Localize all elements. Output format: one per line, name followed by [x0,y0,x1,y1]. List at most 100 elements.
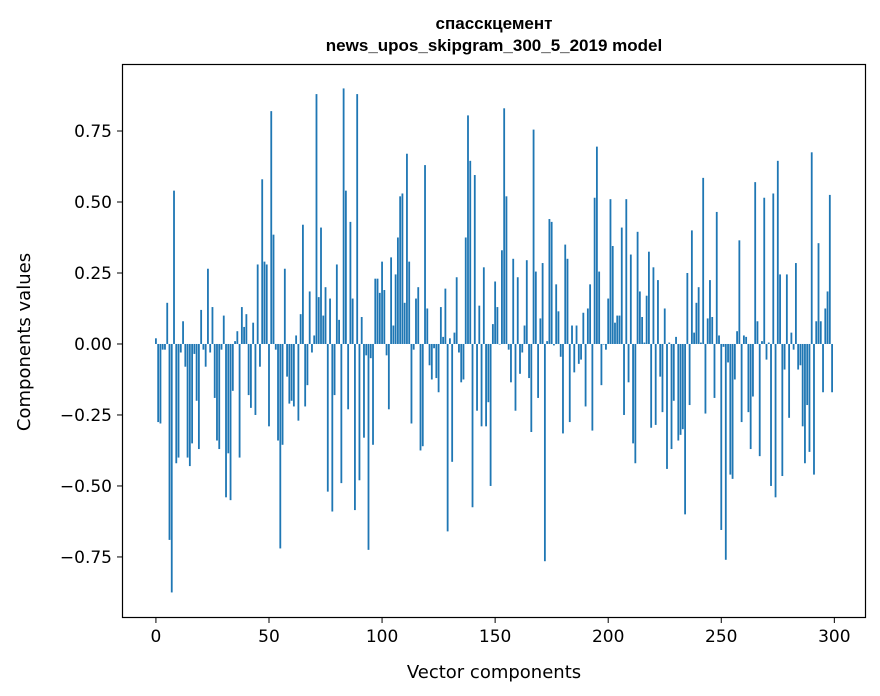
bar [573,343,576,373]
bar [220,343,223,350]
bar [584,343,587,407]
bar [589,284,592,344]
bar [188,343,191,467]
bar [792,343,795,350]
bar [369,343,372,359]
y-tick-label: −0.50 [60,477,112,497]
bar [295,335,298,344]
bar [455,277,458,344]
bar [555,284,558,344]
bar [261,179,264,344]
bar [311,343,313,353]
bar [406,153,408,344]
bar [204,343,207,367]
bar [645,295,648,344]
bar [281,343,284,445]
bar [476,343,478,411]
plot-frame [121,63,867,619]
bar [243,326,246,344]
bar [659,343,662,377]
bar [654,343,657,425]
bar [372,343,374,445]
bar [799,343,802,366]
bar [306,343,309,386]
bar [342,88,345,344]
bar [173,190,175,344]
bar [564,244,567,344]
bar [609,199,612,344]
bar [702,177,705,344]
bar [582,312,585,344]
bar [801,343,804,427]
bar [349,221,352,344]
bar [399,196,402,344]
bar [360,317,363,344]
bar [815,321,818,344]
bar [828,194,831,344]
bar [283,268,286,344]
bar [213,343,216,398]
bar [184,343,187,367]
bar [234,341,236,344]
bar [672,343,675,401]
x-tick-label: 50 [258,627,280,647]
bar [767,342,770,344]
bar [740,343,743,423]
bar [607,298,610,344]
bar [571,325,573,344]
bar [315,94,318,344]
bar [191,343,194,444]
bar [166,302,169,344]
bar [729,343,732,475]
bar [453,332,456,344]
bar [722,343,725,347]
y-tick-label: 0.00 [74,335,112,355]
bar [623,343,625,415]
bar [238,343,241,458]
bar [415,298,417,344]
bar [347,343,350,410]
bar [695,302,698,344]
bar [761,341,763,344]
bar [317,297,320,344]
bar [758,343,761,457]
bar [367,343,370,550]
bar [711,317,714,344]
bars-group [155,88,833,593]
bar [473,175,476,344]
bar [216,343,218,441]
bar [806,343,809,406]
bar [525,260,528,344]
bar [394,274,397,344]
bar [679,343,682,435]
bar [510,343,512,383]
bar [507,343,510,350]
bar [715,211,718,344]
bar [157,343,160,423]
bar [478,305,481,344]
bar [252,322,255,344]
bar [541,263,544,344]
bar [706,318,709,344]
bar [756,321,759,344]
bar [625,199,628,344]
bar [745,336,748,344]
x-tick-label: 100 [366,627,398,647]
x-axis: 0 50 100 150 200 250 300 [151,618,851,647]
bar [754,182,757,344]
bar [550,221,553,344]
bar [817,243,820,344]
bar [430,343,433,380]
bar [808,343,811,452]
bar [308,291,311,344]
bar [256,264,259,344]
bar [195,343,198,401]
bar [193,343,196,354]
bar [543,343,546,562]
bar [831,343,833,393]
bar [469,160,472,344]
bar [747,343,750,413]
chart-title-line2: news_upos_skipgram_300_5_2019 model [326,36,662,55]
bar [661,343,664,413]
